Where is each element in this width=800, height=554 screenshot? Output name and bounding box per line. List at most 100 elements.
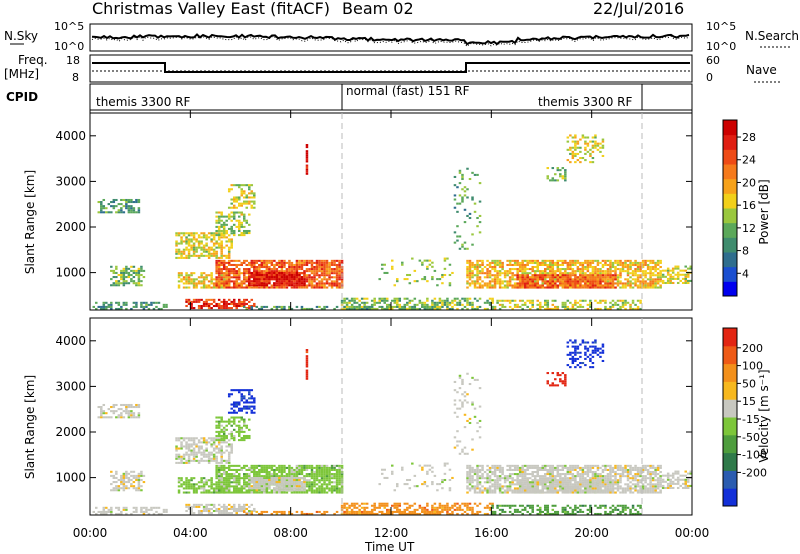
velocity-cell [225,487,228,490]
power-cell [293,282,296,285]
velocity-cell [408,512,412,515]
power-cell [258,282,261,285]
power-cell [491,274,494,277]
power-cell [476,280,479,283]
power-cell [629,280,632,283]
power-cell [561,272,565,275]
velocity-cell [298,476,301,479]
power-cell [586,150,590,153]
velocity-cell [263,470,266,474]
power-cell [248,188,251,191]
power-cell [561,276,565,279]
power-cell [197,246,201,249]
velocity-cell [232,428,236,431]
power-cell [511,268,514,271]
power-cell [235,278,238,281]
power-cell [240,213,243,216]
velocity-cell [230,407,233,410]
power-cell [516,303,519,306]
velocity-cell [310,464,314,467]
velocity-cell [237,483,241,486]
power-cell [222,284,226,287]
power-cell [200,280,203,283]
power-cell [280,282,284,285]
power-cell [295,263,299,266]
power-cell [253,278,256,281]
power-cell [180,238,183,241]
power-cell [571,274,575,277]
velocity-cell [227,461,231,464]
power-cell [190,244,193,247]
power-cell [521,272,524,275]
power-cell [461,243,464,246]
power-cell [268,268,271,271]
power-cell [258,278,261,281]
power-cell [237,219,241,222]
power-cell [559,274,562,277]
velocity-cell [323,464,326,467]
velocity-cell [273,487,276,490]
power-cell [190,246,193,249]
power-cell [566,136,570,139]
power-cell [493,270,497,273]
velocity-cell [202,487,206,490]
velocity-cell [185,445,188,448]
power-cell [117,211,121,214]
power-cell [220,256,223,259]
velocity-cell [210,491,213,494]
power-cell [232,268,236,271]
power-cell [571,261,575,264]
power-cell [180,278,183,281]
power-cell [453,184,457,187]
power-cell [571,286,575,289]
power-cell [182,240,186,243]
velocity-cell [380,502,384,505]
velocity-cell [398,510,402,513]
power-cell [579,280,582,283]
velocity-cell [330,464,334,467]
velocity-cell [338,468,341,471]
power-cell [531,301,534,304]
power-cell [639,276,642,279]
power-cell [438,307,442,310]
power-cell [589,278,592,281]
velocity-cell [137,481,141,484]
power-cell [554,261,557,264]
velocity-cell [107,416,111,419]
velocity-cell [288,466,291,469]
velocity-cell [217,503,221,506]
velocity-cell [255,491,259,494]
power-cell [243,229,246,233]
velocity-cell [202,483,206,486]
velocity-cell [313,479,316,482]
power-cell [127,201,131,204]
power-cell [180,252,183,255]
power-cell [268,278,271,281]
velocity-cell [230,447,233,450]
velocity-cell [268,466,271,469]
velocity-cell [290,491,294,494]
power-cell [177,248,181,251]
velocity-cell [288,487,291,490]
velocity-cell [290,470,294,474]
power-cell [478,259,482,262]
velocity-cell [260,481,264,484]
power-cell [453,198,457,201]
power-cell [554,305,557,308]
power-cell [205,286,208,289]
velocity-cell [200,457,203,460]
velocity-cell [222,466,226,469]
power-cell [295,284,299,287]
velocity-cell [290,485,294,488]
power-cell [230,244,233,247]
power-cell [426,280,429,283]
power-cell [508,272,512,275]
power-cell [207,304,211,308]
power-cell [571,152,575,155]
velocity-cell [227,439,231,442]
power-cell [584,140,587,143]
power-cell [283,261,286,264]
velocity-cell [237,489,241,492]
power-cell [303,276,306,279]
power-cell [125,207,128,210]
